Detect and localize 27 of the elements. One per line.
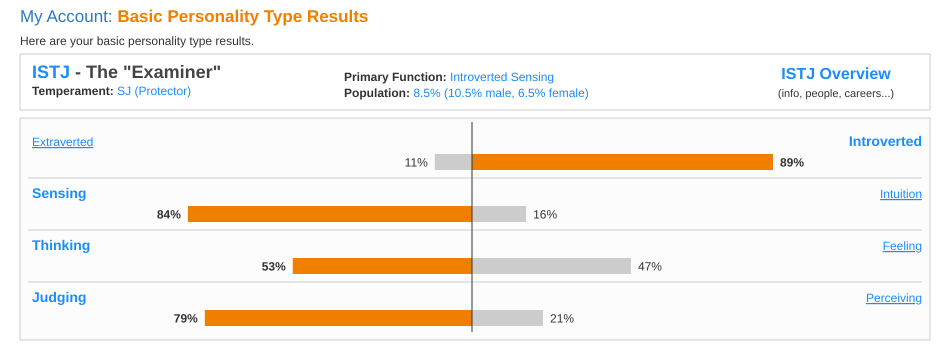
data-label: 11% bbox=[404, 156, 428, 170]
text: Temperament: SJ (Protector) bbox=[32, 84, 192, 98]
y-tick-label: Thinking bbox=[32, 237, 90, 253]
y-tick-label: Feeling bbox=[882, 239, 922, 253]
data-label: 16% bbox=[533, 208, 558, 222]
bar bbox=[472, 310, 544, 326]
data-label: 89% bbox=[780, 156, 804, 170]
y-tick-label: Introverted bbox=[848, 133, 922, 149]
text: ISTJ Overview bbox=[781, 66, 892, 83]
y-tick-label: Sensing bbox=[32, 185, 86, 201]
text: Population: 8.5% (10.5% male, 6.5% female) bbox=[344, 86, 589, 100]
data-label: 53% bbox=[262, 260, 286, 274]
text: Primary Function: Introverted Sensing bbox=[344, 70, 554, 84]
y-tick-label: Perceiving bbox=[866, 291, 922, 305]
data-label: 79% bbox=[174, 312, 198, 326]
chart-subtitle: Here are your basic personality type results. bbox=[20, 34, 254, 48]
data-label: 84% bbox=[156, 208, 182, 222]
chart-title: My Account: Basic Personality Type Results bbox=[20, 7, 368, 26]
y-tick-label: Judging bbox=[32, 289, 86, 305]
bar bbox=[434, 154, 472, 170]
data-label: 47% bbox=[638, 260, 662, 274]
data-label: 21% bbox=[550, 312, 574, 326]
bar bbox=[472, 206, 526, 222]
text: ISTJ - The "Examiner" bbox=[32, 62, 222, 82]
text: (info, people, careers...) bbox=[778, 88, 894, 100]
y-tick-label: Extraverted bbox=[32, 135, 94, 149]
y-tick-label: Intuition bbox=[880, 187, 922, 201]
